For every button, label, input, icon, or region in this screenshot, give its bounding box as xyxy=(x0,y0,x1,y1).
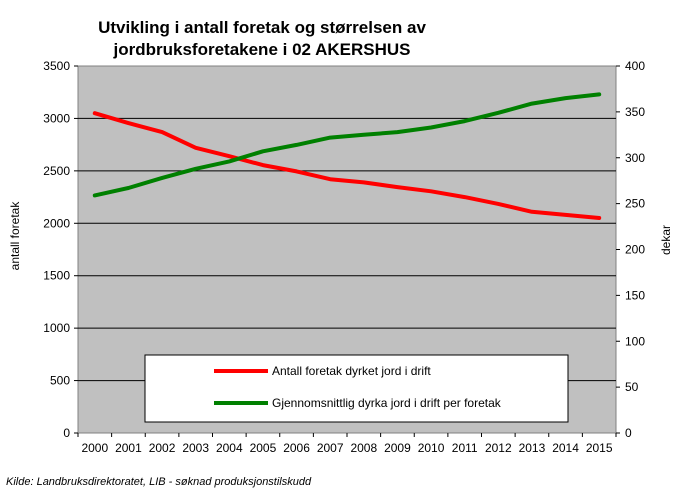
right-tick-label: 50 xyxy=(625,380,639,394)
source-note: Kilde: Landbruksdirektoratet, LIB - søkn… xyxy=(6,476,312,488)
legend-label-dyrka-jord: Gjennomsnittlig dyrka jord i drift per f… xyxy=(272,396,502,410)
x-tick-label: 2013 xyxy=(519,441,546,455)
right-tick-label: 150 xyxy=(625,288,645,302)
x-axis: 2000 2001 2002 2003 2004 2005 2006 2007 2008 2009… xyxy=(77,433,617,455)
right-tick-label: 400 xyxy=(625,59,645,73)
legend-box xyxy=(144,354,569,423)
x-tick-label: 2002 xyxy=(149,441,176,455)
right-tick-label: 200 xyxy=(625,243,645,257)
x-tick-label: 2007 xyxy=(317,441,344,455)
chart-title-line1: Utvikling i antall foretak og størrelsen… xyxy=(98,18,426,37)
left-tick-label: 1500 xyxy=(43,269,70,283)
x-tick-label: 2009 xyxy=(384,441,411,455)
left-tick-label: 2000 xyxy=(43,216,70,230)
right-tick-label: 350 xyxy=(625,105,645,119)
x-tick-label: 2006 xyxy=(283,441,310,455)
right-tick-label: 100 xyxy=(625,334,645,348)
x-tick-label: 2000 xyxy=(81,441,108,455)
left-tick-label: 2500 xyxy=(43,164,70,178)
left-axis-title: antall foretak xyxy=(8,201,22,271)
x-tick-label: 2004 xyxy=(216,441,243,455)
x-tick-label: 2011 xyxy=(452,441,478,455)
series-line-foretak xyxy=(92,111,602,220)
x-tick-label: 2012 xyxy=(485,441,512,455)
left-tick-label: 3000 xyxy=(43,111,70,125)
right-axis: 0 50 100 150 200 250 300 350 400 xyxy=(616,59,645,440)
x-tick-label: 2001 xyxy=(115,441,142,455)
chart-title-line2: jordbruksforetakene i 02 AKERSHUS xyxy=(113,40,411,59)
series-line-dyrka-jord xyxy=(92,92,602,198)
left-tick-label: 0 xyxy=(63,426,70,440)
right-tick-label: 0 xyxy=(625,426,632,440)
x-tick-label: 2015 xyxy=(586,441,613,455)
left-tick-label: 500 xyxy=(50,374,70,388)
series-lines xyxy=(92,92,602,220)
left-tick-label: 3500 xyxy=(43,59,70,73)
x-tick-label: 2008 xyxy=(350,441,377,455)
x-tick-label: 2003 xyxy=(182,441,209,455)
x-tick-label: 2005 xyxy=(250,441,277,455)
left-axis: 0 500 1000 1500 2000 2500 3000 3500 xyxy=(43,59,78,440)
legend: Antall foretak dyrket jord i drift Gjenn… xyxy=(144,354,569,423)
right-tick-label: 300 xyxy=(625,151,645,165)
x-tick-label: 2010 xyxy=(418,441,445,455)
legend-label-foretak: Antall foretak dyrket jord i drift xyxy=(272,364,431,378)
right-tick-label: 250 xyxy=(625,197,645,211)
left-tick-label: 1000 xyxy=(43,321,70,335)
right-axis-title: dekar xyxy=(659,225,673,255)
x-tick-label: 2014 xyxy=(552,441,579,455)
